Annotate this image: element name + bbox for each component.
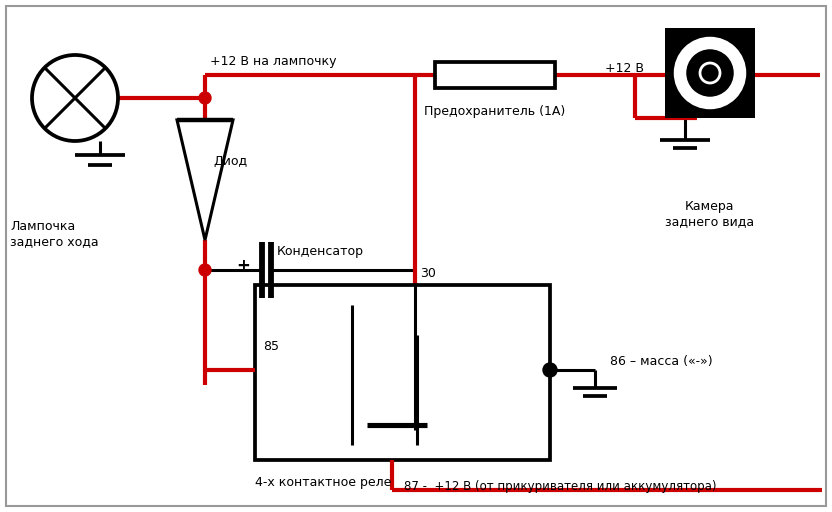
Text: 4-х контактное реле: 4-х контактное реле: [255, 476, 391, 489]
Bar: [665, 28, 755, 118]
Text: Предохранитель (1А): Предохранитель (1А): [424, 105, 566, 118]
Text: Диод: Диод: [213, 155, 247, 168]
Text: 87 -  +12 В (от прикуривателя или аккумулятора): 87 - +12 В (от прикуривателя или аккумул…: [404, 480, 716, 493]
Text: +12 В на лампочку: +12 В на лампочку: [210, 55, 336, 68]
Text: +: +: [236, 257, 250, 275]
Bar: [255, 285, 550, 460]
Text: Камера
заднего вида: Камера заднего вида: [666, 200, 755, 228]
Text: Конденсатор: Конденсатор: [277, 245, 364, 258]
Circle shape: [543, 363, 557, 377]
Text: Лампочка
заднего хода: Лампочка заднего хода: [10, 220, 99, 248]
Bar: [435, 62, 555, 88]
Circle shape: [199, 92, 211, 104]
Text: +12 В: +12 В: [605, 62, 644, 75]
Text: 30: 30: [420, 267, 436, 280]
Text: 85: 85: [263, 340, 279, 353]
Text: 86 – масса («-»): 86 – масса («-»): [610, 355, 713, 368]
Circle shape: [199, 264, 211, 276]
